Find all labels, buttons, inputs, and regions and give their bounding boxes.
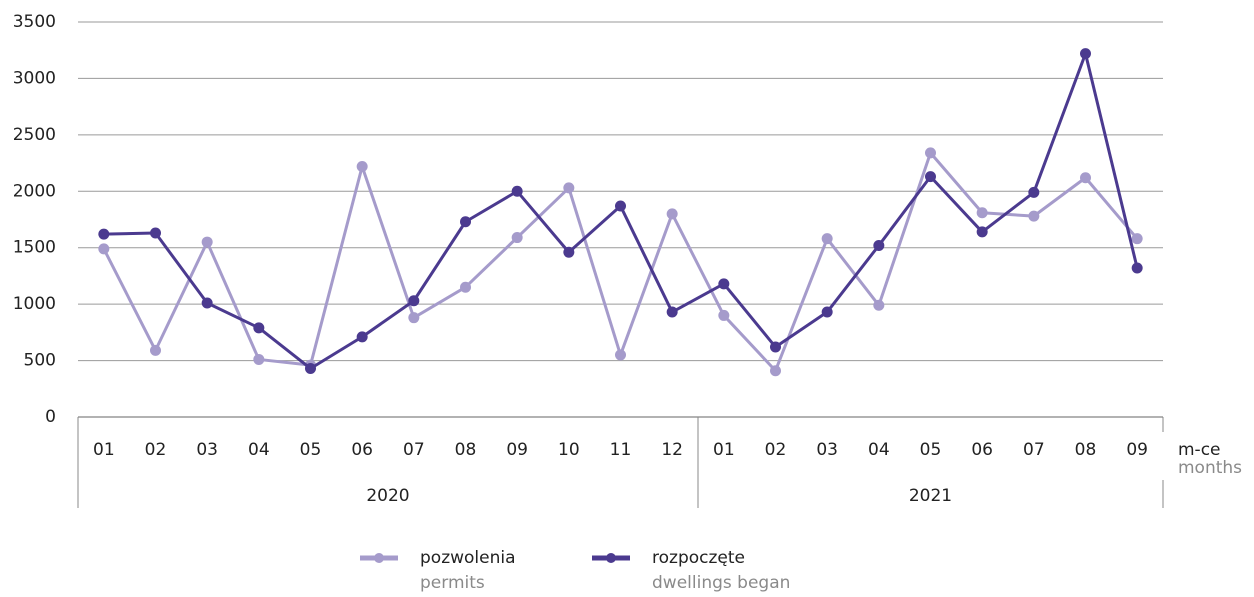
data-point <box>98 243 110 255</box>
x-tick-label: 03 <box>816 440 838 460</box>
data-point <box>821 306 833 318</box>
x-tick-label: 11 <box>610 440 632 460</box>
data-point <box>770 341 781 353</box>
x-tick-label: 02 <box>765 440 787 460</box>
x-tick-label: 12 <box>661 440 683 460</box>
x-tick-label: 09 <box>1126 440 1148 460</box>
data-point <box>98 228 110 240</box>
y-tick-label: 0 <box>45 407 56 427</box>
x-axis-label-en: months <box>1178 458 1242 478</box>
y-tick-label: 2500 <box>13 125 56 145</box>
data-point <box>718 309 730 321</box>
data-point <box>511 232 523 244</box>
y-tick-label: 3000 <box>13 68 56 88</box>
data-point <box>1080 48 1091 60</box>
data-point <box>821 233 833 245</box>
data-point <box>976 207 988 219</box>
legend-swatch-dot <box>374 553 384 563</box>
x-axis-label: m-ce <box>1178 440 1221 460</box>
data-point <box>925 147 936 159</box>
x-tick-label: 06 <box>971 440 993 460</box>
x-tick-label: 08 <box>455 440 477 460</box>
data-point <box>201 236 213 248</box>
y-tick-label: 2000 <box>13 181 56 201</box>
data-point <box>873 299 885 311</box>
data-point <box>615 349 626 361</box>
data-point <box>150 344 161 356</box>
x-tick-label: 09 <box>506 440 528 460</box>
x-tick-label: 07 <box>1023 440 1045 460</box>
data-point <box>666 208 678 220</box>
x-tick-label: 03 <box>196 440 218 460</box>
data-point <box>253 322 265 334</box>
x-tick-label: 05 <box>920 440 942 460</box>
x-tick-label: 02 <box>145 440 167 460</box>
x-tick-label: 01 <box>713 440 735 460</box>
data-point <box>1131 262 1143 274</box>
data-point <box>1028 210 1040 222</box>
y-tick-label: 1000 <box>13 294 56 314</box>
x-tick-label: 08 <box>1075 440 1097 460</box>
data-point <box>253 353 265 365</box>
data-point <box>563 182 575 194</box>
x-tick-label: 01 <box>93 440 115 460</box>
series-line <box>102 151 1139 373</box>
data-point <box>615 200 626 212</box>
data-point <box>511 185 523 197</box>
data-point <box>770 365 781 377</box>
legend-swatch-dot <box>606 553 616 563</box>
data-point <box>356 331 368 343</box>
data-point <box>150 227 161 239</box>
data-point <box>356 160 368 172</box>
data-point <box>666 306 678 318</box>
x-tick-label: 10 <box>558 440 580 460</box>
x-tick-label: 05 <box>300 440 322 460</box>
data-point <box>201 297 213 309</box>
legend-label-en: dwellings began <box>652 573 790 593</box>
x-tick-label: 06 <box>351 440 373 460</box>
data-point <box>1080 172 1091 184</box>
data-point <box>460 281 471 293</box>
data-point <box>1131 233 1143 245</box>
data-point <box>873 239 885 251</box>
y-tick-label: 3500 <box>13 12 56 32</box>
group-label: 2021 <box>909 486 952 506</box>
data-point <box>976 226 988 238</box>
data-point <box>925 171 936 183</box>
data-point <box>718 278 730 290</box>
x-tick-label: 07 <box>403 440 425 460</box>
legend-label: pozwolenia <box>420 548 516 568</box>
data-point <box>305 362 316 374</box>
x-tick-label: 04 <box>248 440 270 460</box>
y-tick-label: 500 <box>24 351 56 371</box>
group-label: 2020 <box>366 486 409 506</box>
data-point <box>563 246 575 258</box>
data-point <box>408 295 420 307</box>
data-point <box>460 216 471 228</box>
y-tick-label: 1500 <box>13 238 56 258</box>
x-tick-label: 04 <box>868 440 890 460</box>
data-point <box>1028 186 1040 198</box>
legend-label-en: permits <box>420 573 485 593</box>
data-point <box>408 312 420 324</box>
legend-label: rozpoczęte <box>652 548 745 568</box>
